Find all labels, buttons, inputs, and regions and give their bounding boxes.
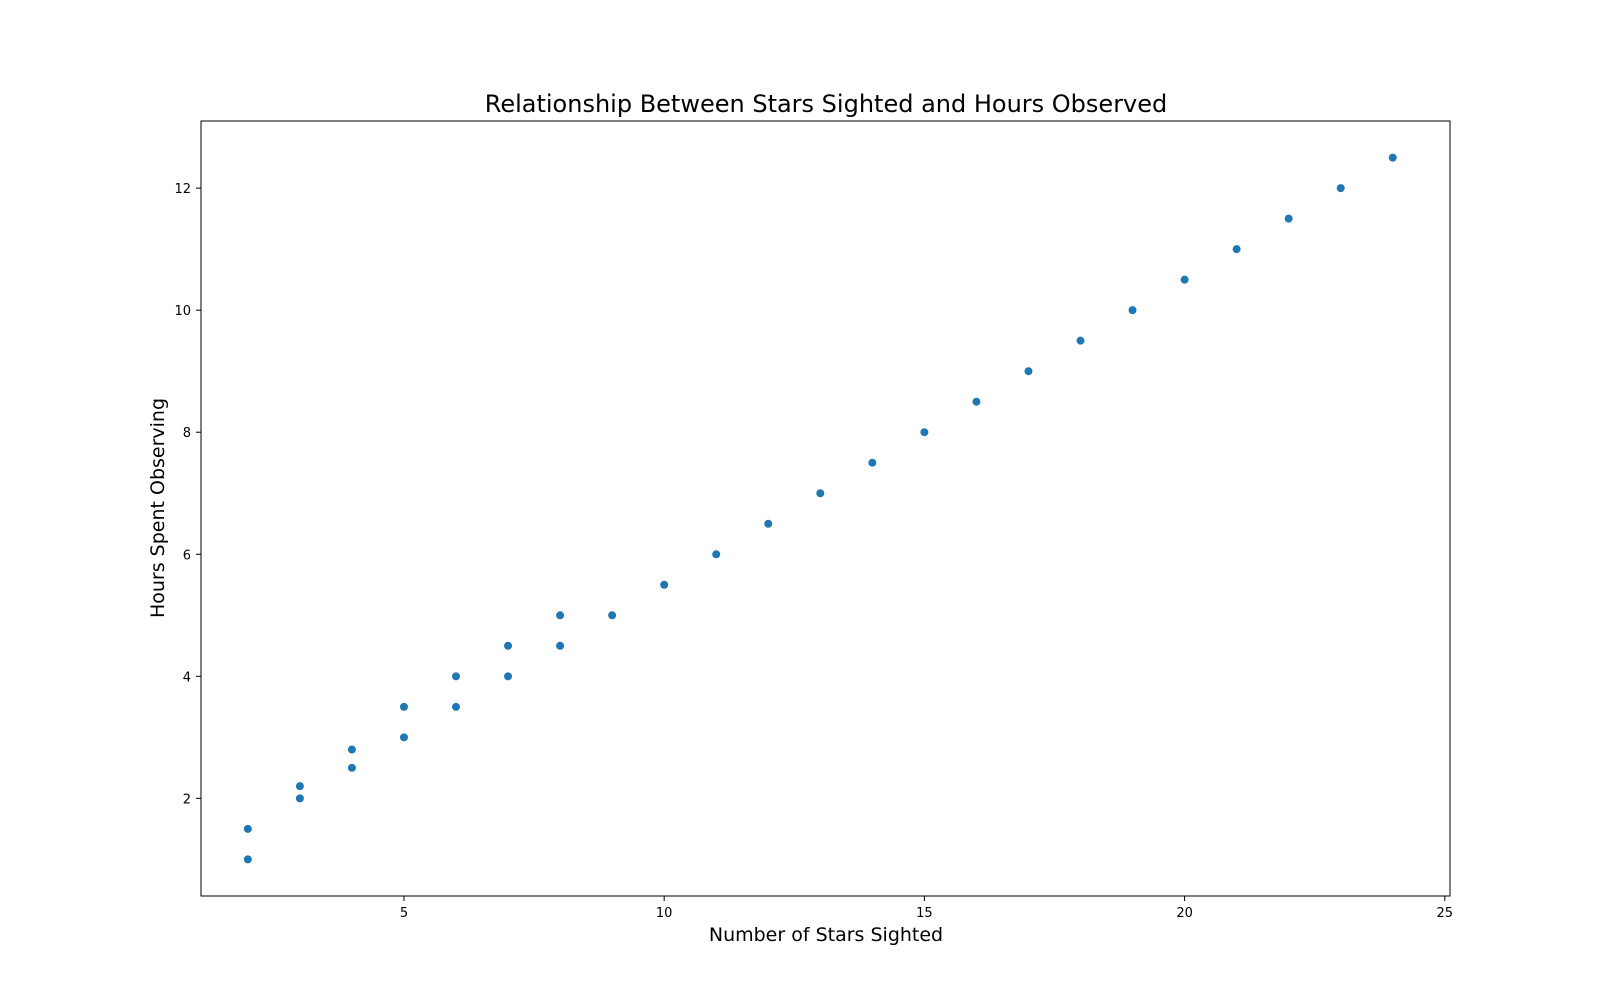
y-tick-label: 10	[174, 304, 191, 319]
y-tick-label: 4	[183, 670, 191, 685]
data-point	[347, 745, 356, 754]
data-point	[243, 824, 252, 833]
x-tick-label: 5	[400, 906, 408, 921]
data-point	[243, 855, 252, 864]
plot-area	[200, 120, 1451, 897]
data-point	[660, 580, 669, 589]
data-point	[504, 672, 513, 681]
data-point	[452, 672, 461, 681]
data-point	[972, 397, 981, 406]
data-point	[399, 733, 408, 742]
data-point	[1336, 184, 1345, 193]
chart-title: Relationship Between Stars Sighted and H…	[485, 90, 1168, 118]
data-point	[1388, 153, 1397, 162]
x-tick-label: 25	[1437, 906, 1454, 921]
y-tick-label: 8	[183, 426, 191, 441]
x-axis-label: Number of Stars Sighted	[709, 924, 943, 946]
data-point	[868, 458, 877, 467]
y-tick-label: 12	[174, 182, 191, 197]
data-point	[347, 763, 356, 772]
y-tick-label: 6	[183, 548, 191, 563]
data-point	[1076, 336, 1085, 345]
data-point	[1232, 245, 1241, 254]
data-point	[452, 702, 461, 711]
y-tick-label: 2	[183, 792, 191, 807]
y-axis-label: Hours Spent Observing	[147, 398, 169, 618]
data-point	[1284, 214, 1293, 223]
data-point	[764, 519, 773, 528]
data-point	[816, 489, 825, 498]
x-tick-label: 10	[656, 906, 673, 921]
data-point	[1128, 306, 1137, 315]
data-point	[1024, 367, 1033, 376]
y-axis: 2 4 6 8 10 12	[174, 182, 201, 807]
data-point	[1180, 275, 1189, 284]
data-point	[295, 782, 304, 791]
data-point	[295, 794, 304, 803]
x-axis: 5 10 15 20 25	[400, 896, 1453, 921]
data-point	[712, 550, 721, 559]
x-tick-label: 20	[1176, 906, 1193, 921]
data-point	[556, 611, 565, 620]
data-point	[920, 428, 929, 437]
data-points	[243, 153, 1397, 864]
data-point	[504, 641, 513, 650]
data-point	[608, 611, 617, 620]
data-point	[399, 702, 408, 711]
x-tick-label: 15	[916, 906, 933, 921]
data-point	[556, 641, 565, 650]
